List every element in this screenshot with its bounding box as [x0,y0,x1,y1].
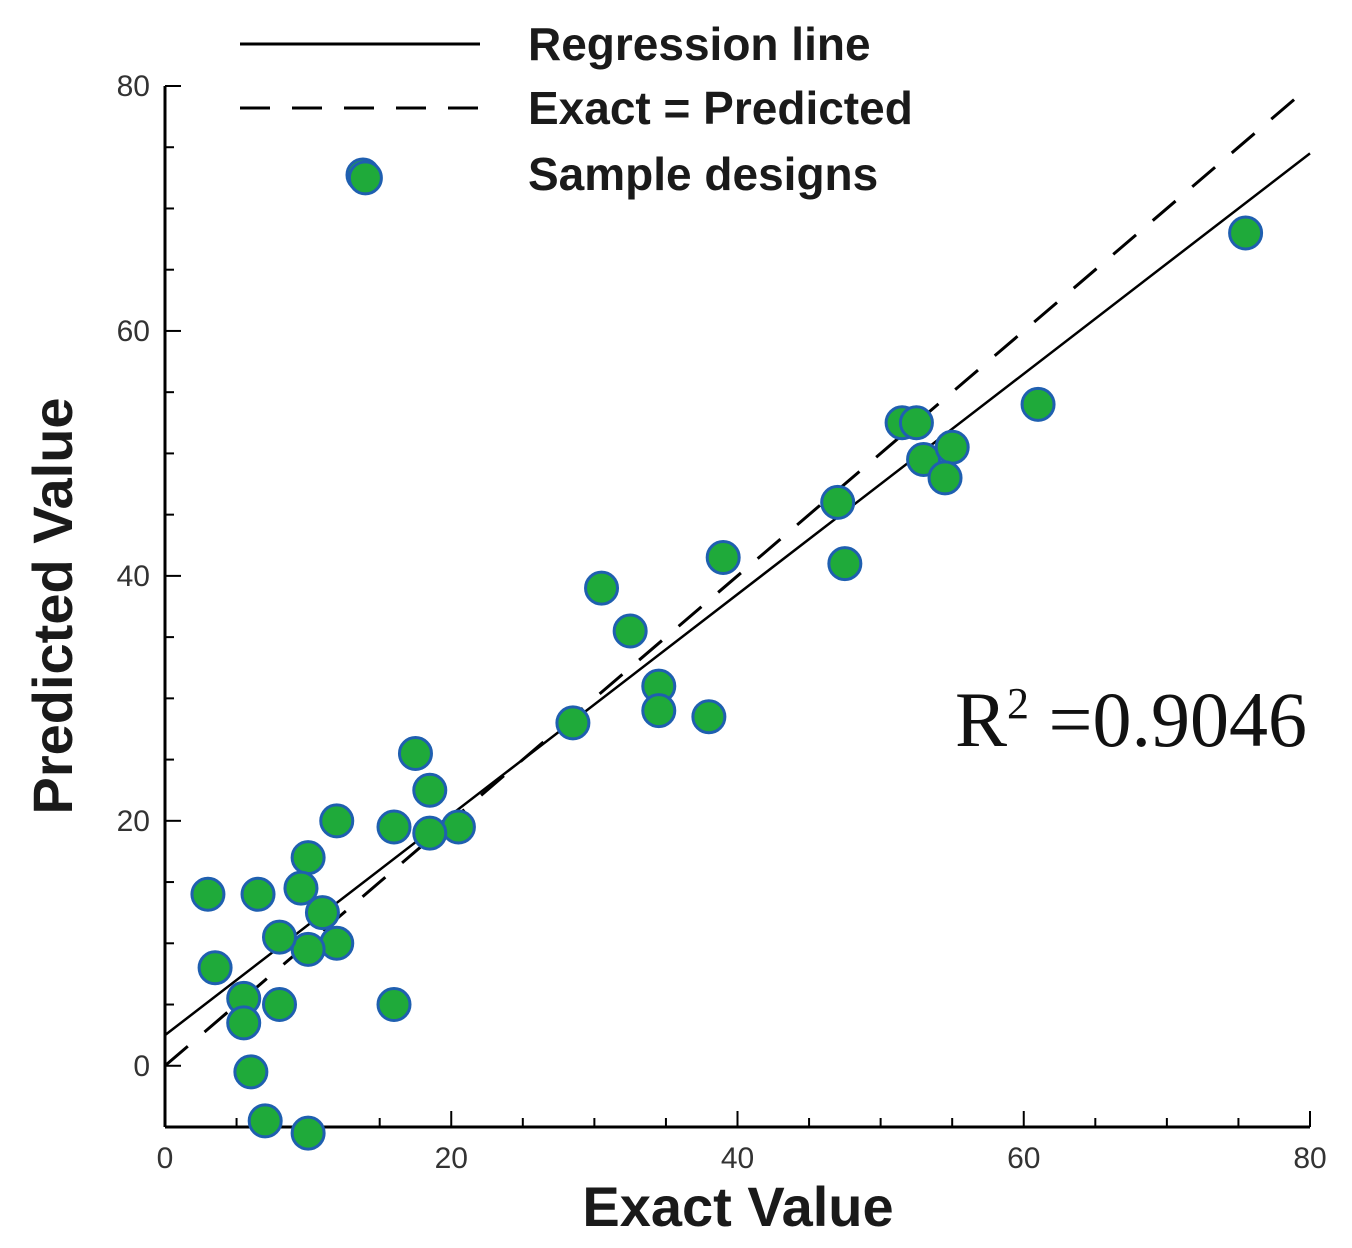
x-tick-label: 60 [1007,1142,1040,1175]
sample-point [440,809,476,845]
sample-point [262,987,297,1023]
sample-point [691,699,727,735]
sample-point [612,613,648,649]
sample-point [1228,215,1264,251]
sample-point [233,1054,269,1090]
x-tick-label: 20 [435,1142,468,1175]
y-tick-label: 40 [117,560,150,593]
y-tick-label: 60 [117,315,150,348]
sample-point [319,803,355,839]
sample-point [319,925,355,961]
y-tick-label: 0 [133,1050,150,1083]
x-tick-label: 80 [1293,1142,1326,1175]
sample-point [705,540,741,576]
x-tick-label: 40 [721,1142,754,1175]
sample-point [555,705,591,741]
r-squared-superscript: 2 [1007,679,1029,728]
r-squared-value: =0.9046 [1029,676,1307,763]
legend-regression-label: Regression line [528,18,871,70]
sample-point [240,876,276,912]
sample-point [584,570,620,606]
sample-point [290,840,326,876]
sample-point [304,895,340,931]
y-tick-label: 80 [117,70,150,103]
sample-points [190,160,1264,1151]
sample-point [641,693,677,729]
regression-line [164,152,1311,1037]
axis-tick-labels: 0 20 40 60 80 0 20 40 60 80 [117,70,1327,1175]
sample-point [197,950,233,986]
x-axis-title: Exact Value [582,1175,893,1238]
sample-point [347,160,383,196]
sample-point [412,815,448,851]
sample-point [262,919,297,955]
sample-point [376,809,412,845]
x-tick-label: 0 [157,1142,174,1175]
sample-point [226,1005,262,1041]
exact-equals-predicted-line [164,84,1311,1067]
sample-point [397,735,433,771]
sample-point [376,987,412,1023]
sample-point [927,460,963,496]
sample-point [290,1115,326,1151]
y-axis-title: Predicted Value [21,397,84,814]
sample-point [827,546,863,582]
axis-ticks [164,85,1311,1128]
r-squared-prefix: R [955,676,1007,763]
axes [163,86,1310,1129]
sample-point [934,429,970,465]
legend: Regression line Exact = Predicted Sample… [240,18,913,200]
sample-point [290,931,326,967]
legend-samples-label: Sample designs [528,148,878,200]
y-tick-label: 20 [117,805,150,838]
r-squared-annotation: R2 =0.9046 [955,676,1307,763]
sample-point [247,1103,283,1139]
sample-point [820,484,856,520]
sample-point [898,405,934,441]
sample-point [283,870,319,906]
sample-point [190,876,226,912]
legend-exact-label: Exact = Predicted [528,82,913,134]
sample-point [412,772,448,808]
sample-point [1020,386,1056,422]
